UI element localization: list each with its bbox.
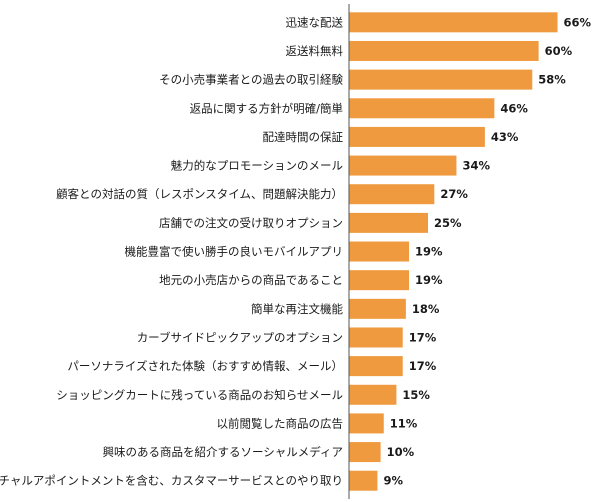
bars-group xyxy=(349,12,558,491)
category-label-9: 機能豊富で使い勝手の良いモバイルアプリ xyxy=(125,245,344,259)
value-label-10: 19% xyxy=(415,273,443,287)
value-label-4: 46% xyxy=(500,101,528,115)
category-label-14: ショッピングカートに残っている商品のお知らせメール xyxy=(56,388,343,402)
bar-3 xyxy=(349,69,533,90)
category-label-5: 配達時間の保証 xyxy=(263,130,344,144)
category-labels-group: 迅速な配送返送料無料その小売事業者との過去の取引経験返品に関する方針が明確/簡単… xyxy=(0,15,343,487)
value-label-7: 27% xyxy=(440,187,468,201)
bar-17 xyxy=(349,470,378,491)
category-label-3: その小売事業者との過去の取引経験 xyxy=(159,73,343,87)
category-label-11: 簡単な再注文機能 xyxy=(251,302,343,316)
value-label-3: 58% xyxy=(538,73,566,87)
value-label-8: 25% xyxy=(434,216,462,230)
category-label-10: 地元の小売店からの商品であること xyxy=(159,273,343,287)
category-label-15: 以前閲覧した商品の広告 xyxy=(217,416,344,430)
bar-2 xyxy=(349,40,539,61)
bar-7 xyxy=(349,184,435,205)
bar-1 xyxy=(349,12,558,33)
bar-5 xyxy=(349,126,485,147)
value-label-16: 10% xyxy=(387,445,415,459)
category-label-2: 返送料無料 xyxy=(286,44,344,58)
bar-15 xyxy=(349,413,384,434)
category-label-4: 返品に関する方針が明確/簡単 xyxy=(190,101,343,115)
bar-10 xyxy=(349,270,410,291)
category-label-17: バーチャルアポイントメントを含む、カスタマーサービスとのやり取り xyxy=(0,474,343,488)
value-label-12: 17% xyxy=(409,330,437,344)
category-label-8: 店舗での注文の受け取りオプション xyxy=(159,216,343,230)
value-label-15: 11% xyxy=(390,416,418,430)
value-label-1: 66% xyxy=(564,15,592,29)
bar-4 xyxy=(349,98,495,119)
category-label-13: パーソナライズされた体験（おすすめ情報、メール） xyxy=(67,359,343,373)
category-label-1: 迅速な配送 xyxy=(286,15,344,29)
value-label-5: 43% xyxy=(491,130,519,144)
value-label-11: 18% xyxy=(412,302,440,316)
value-label-2: 60% xyxy=(545,44,573,58)
bar-6 xyxy=(349,155,457,176)
value-label-17: 9% xyxy=(383,474,403,488)
bar-8 xyxy=(349,212,428,233)
bar-12 xyxy=(349,327,403,348)
bar-16 xyxy=(349,442,381,463)
bar-11 xyxy=(349,298,406,319)
value-label-13: 17% xyxy=(409,359,437,373)
value-label-6: 34% xyxy=(462,159,490,173)
value-label-9: 19% xyxy=(415,245,443,259)
value-label-14: 15% xyxy=(402,388,430,402)
bar-9 xyxy=(349,241,410,262)
bar-14 xyxy=(349,384,397,405)
category-label-6: 魅力的なプロモーションのメール xyxy=(171,159,343,173)
value-labels-group: 66% 60% 58% 46% 43% 34% 27% 25% 19% 19% 18% 17% 17% 1… xyxy=(383,15,591,487)
category-label-12: カーブサイドピックアップのオプション xyxy=(137,330,343,344)
category-label-7: 顧客との対話の質（レスポンスタイム、問題解決能力） xyxy=(56,187,343,201)
category-label-16: 興味のある商品を紹介するソーシャルメディア xyxy=(103,445,343,459)
bar-13 xyxy=(349,356,403,377)
